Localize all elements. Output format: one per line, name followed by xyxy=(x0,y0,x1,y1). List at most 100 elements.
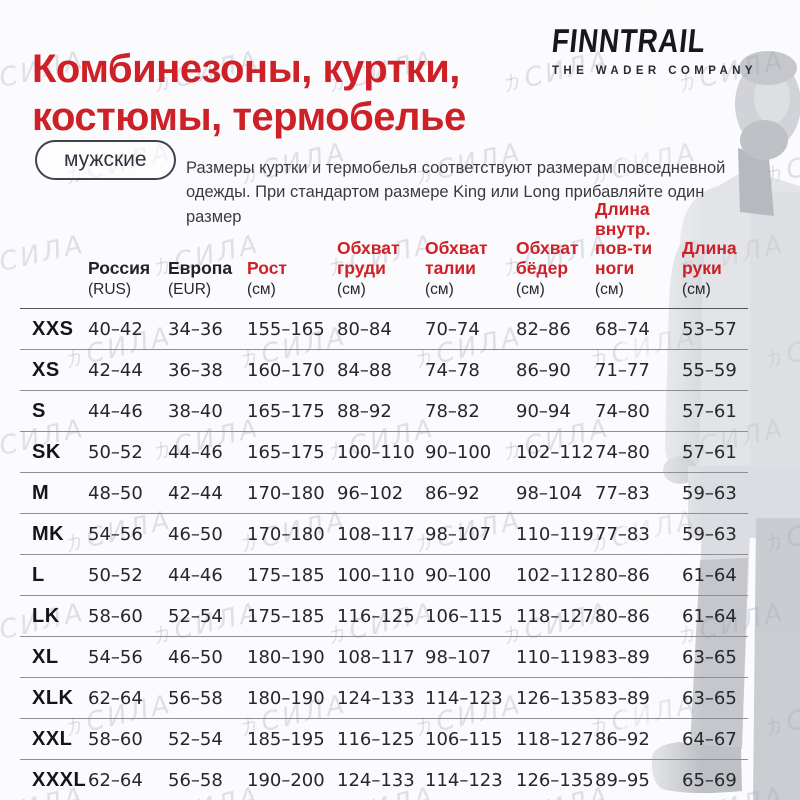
size-value-cell: 180–190 xyxy=(247,646,325,668)
col-header-unit: (см) xyxy=(516,281,545,299)
size-value-cell: 114–123 xyxy=(425,687,503,709)
col-header-name: Обхват талии xyxy=(425,238,488,278)
size-value-cell: 54–56 xyxy=(88,646,143,668)
size-label: XXXL xyxy=(32,768,87,791)
size-value-cell: 83–89 xyxy=(595,646,650,668)
brand-tagline: THE WADER COMPANY xyxy=(552,65,757,77)
size-value-cell: 160–170 xyxy=(247,359,325,381)
size-value-cell: 55–59 xyxy=(682,359,737,381)
size-label: XS xyxy=(32,358,60,381)
col-header-name: Россия xyxy=(88,257,151,278)
col-header-unit: (см) xyxy=(682,281,711,299)
size-value-cell: 98–104 xyxy=(516,482,583,504)
size-value-cell: 38–40 xyxy=(168,400,223,422)
col-header-name: Европа xyxy=(168,257,233,278)
size-value-cell: 108–117 xyxy=(337,523,415,545)
size-value-cell: 126–135 xyxy=(516,687,594,709)
size-value-cell: 102–112 xyxy=(516,441,594,463)
size-value-cell: 65–69 xyxy=(682,769,737,791)
size-label: XLK xyxy=(32,686,74,709)
page-title: Комбинезоны, куртки, костюмы, термобелье xyxy=(32,45,572,141)
size-value-cell: 80–84 xyxy=(337,318,392,340)
col-header-unit: (см) xyxy=(337,281,366,299)
size-value-cell: 98–107 xyxy=(425,523,492,545)
size-value-cell: 175–185 xyxy=(247,564,325,586)
size-label: MK xyxy=(32,522,65,545)
size-value-cell: 68–74 xyxy=(595,318,650,340)
size-value-cell: 190–200 xyxy=(247,769,325,791)
size-value-cell: 54–56 xyxy=(88,523,143,545)
size-value-cell: 44–46 xyxy=(168,564,223,586)
size-value-cell: 116–125 xyxy=(337,605,415,627)
size-label: XXL xyxy=(32,727,73,750)
size-value-cell: 80–86 xyxy=(595,605,650,627)
size-value-cell: 74–80 xyxy=(595,441,650,463)
size-label: SK xyxy=(32,440,61,463)
size-value-cell: 52–54 xyxy=(168,728,223,750)
col-header-name: Рост xyxy=(247,257,287,278)
size-value-cell: 74–78 xyxy=(425,359,480,381)
size-value-cell: 42–44 xyxy=(88,359,143,381)
table-row-XXXL: XXXL 62–64 56–58 190–200 124–133 114–123 126–1… xyxy=(20,760,748,800)
table-row-XLK: XLK 62–64 56–58 180–190 124–133 114–123 126–13… xyxy=(20,678,748,720)
table-row-XS: XS 42–44 36–38 160–170 84–88 74–78 86–90 71–77 5… xyxy=(20,350,748,392)
gender-badge: мужские xyxy=(35,140,176,180)
col-header-0: Россия (RUS) xyxy=(88,257,168,300)
size-value-cell: 165–175 xyxy=(247,400,325,422)
size-value-cell: 100–110 xyxy=(337,441,415,463)
table-row-MK: MK 54–56 46–50 170–180 108–117 98–107 110–119 7… xyxy=(20,514,748,556)
size-value-cell: 155–165 xyxy=(247,318,325,340)
size-value-cell: 83–89 xyxy=(595,687,650,709)
size-value-cell: 78–82 xyxy=(425,400,480,422)
size-value-cell: 170–180 xyxy=(247,482,325,504)
size-value-cell: 90–100 xyxy=(425,564,492,586)
size-value-cell: 86–90 xyxy=(516,359,571,381)
size-value-cell: 180–190 xyxy=(247,687,325,709)
size-value-cell: 80–86 xyxy=(595,564,650,586)
size-label: S xyxy=(32,399,46,422)
size-value-cell: 63–65 xyxy=(682,646,737,668)
size-value-cell: 59–63 xyxy=(682,523,737,545)
table-row-S: S 44–46 38–40 165–175 88–92 78–82 90–94 74–80 57… xyxy=(20,391,748,433)
size-value-cell: 84–88 xyxy=(337,359,392,381)
size-value-cell: 42–44 xyxy=(168,482,223,504)
col-header-unit: (см) xyxy=(247,281,276,299)
col-header-name: Обхват груди xyxy=(337,238,400,278)
size-value-cell: 116–125 xyxy=(337,728,415,750)
table-row-SK: SK 50–52 44–46 165–175 100–110 90–100 102–112 7… xyxy=(20,432,748,474)
size-value-cell: 44–46 xyxy=(88,400,143,422)
size-value-cell: 114–123 xyxy=(425,769,503,791)
size-value-cell: 48–50 xyxy=(88,482,143,504)
size-value-cell: 62–64 xyxy=(88,769,143,791)
size-value-cell: 62–64 xyxy=(88,687,143,709)
size-value-cell: 77–83 xyxy=(595,523,650,545)
col-header-6: Длина внутр. пов-ти ноги (см) xyxy=(595,199,682,299)
col-header-name: Длина руки xyxy=(682,238,737,278)
table-row-L: L 50–52 44–46 175–185 100–110 90–100 102–112 80… xyxy=(20,555,748,597)
size-value-cell: 88–92 xyxy=(337,400,392,422)
size-value-cell: 108–117 xyxy=(337,646,415,668)
size-value-cell: 102–112 xyxy=(516,564,594,586)
size-value-cell: 50–52 xyxy=(88,564,143,586)
col-header-2: Рост (см) xyxy=(247,257,337,300)
size-value-cell: 126–135 xyxy=(516,769,594,791)
size-value-cell: 110–119 xyxy=(516,523,594,545)
size-value-cell: 58–60 xyxy=(88,605,143,627)
size-value-cell: 46–50 xyxy=(168,646,223,668)
table-header-row: Россия (RUS) Европа (EUR) Рост (см) Обхват гру… xyxy=(20,199,748,310)
size-value-cell: 175–185 xyxy=(247,605,325,627)
size-note: Размеры куртки и термобелья соответствую… xyxy=(186,158,726,227)
size-value-cell: 89–95 xyxy=(595,769,650,791)
size-value-cell: 118–127 xyxy=(516,605,594,627)
size-value-cell: 86–92 xyxy=(595,728,650,750)
table-row-LK: LK 58–60 52–54 175–185 116–125 106–115 118–127… xyxy=(20,596,748,638)
size-value-cell: 46–50 xyxy=(168,523,223,545)
col-header-unit: (см) xyxy=(425,281,454,299)
size-value-cell: 106–115 xyxy=(425,605,503,627)
size-value-cell: 44–46 xyxy=(168,441,223,463)
size-label: XL xyxy=(32,645,59,668)
table-row-M: M 48–50 42–44 170–180 96–102 86–92 98–104 77–83… xyxy=(20,473,748,515)
size-value-cell: 96–102 xyxy=(337,482,404,504)
size-value-cell: 90–100 xyxy=(425,441,492,463)
